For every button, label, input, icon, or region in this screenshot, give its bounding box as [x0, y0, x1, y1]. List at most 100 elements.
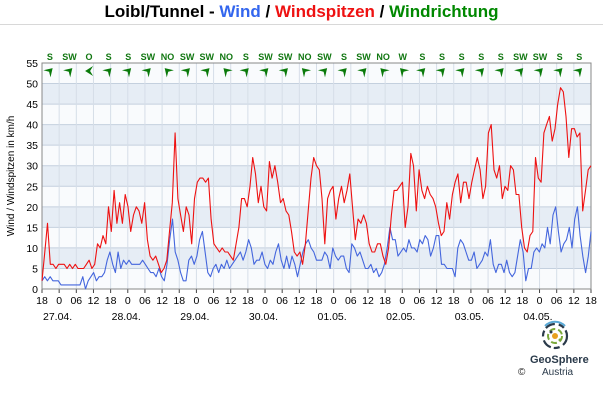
x-tick-label: 18 [311, 295, 323, 307]
wind-direction-label: SW [513, 52, 528, 62]
wind-direction-label: S [341, 52, 347, 62]
wind-direction-label: NO [298, 52, 312, 62]
x-tick-label: 12 [225, 295, 237, 307]
y-tick-label: 0 [32, 284, 38, 296]
x-tick-label: 18 [517, 295, 529, 307]
date-label: 28.04. [112, 311, 141, 323]
x-tick-label: 18 [242, 295, 254, 307]
wind-direction-arrow-icon [121, 68, 132, 78]
geosphere-brand: GeoSphere © Austria [518, 318, 603, 398]
wind-direction-arrow-icon [301, 68, 312, 78]
x-tick-label: 18 [36, 295, 48, 307]
x-tick-label: 18 [379, 295, 391, 307]
x-tick-label: 0 [399, 295, 405, 307]
y-tick-label: 5 [32, 263, 38, 275]
y-tick-label: 45 [26, 99, 38, 111]
x-tick-label: 0 [331, 295, 337, 307]
x-tick-label: 06 [70, 295, 82, 307]
wind-direction-arrow-icon [435, 68, 445, 78]
wind-direction-arrow-icon [200, 68, 210, 78]
date-label: 04.05. [523, 311, 552, 323]
wind-direction-label: S [439, 52, 445, 62]
date-label: 30.04. [249, 311, 278, 323]
wind-direction-arrow-icon [533, 68, 543, 78]
chart-header: Loibl/Tunnel - Wind / Windspitzen / Wind… [0, 0, 603, 25]
x-tick-label: 18 [585, 295, 597, 307]
x-tick-label: 12 [431, 295, 443, 307]
date-label: 01.05. [317, 311, 346, 323]
y-tick-label: 35 [26, 140, 38, 152]
date-label: 27.04. [43, 311, 72, 323]
wind-direction-label: SW [278, 52, 293, 62]
y-tick-label: 55 [26, 58, 38, 70]
wind-direction-label: SW [258, 52, 273, 62]
x-tick-label: 12 [88, 295, 100, 307]
wind-direction-label: SW [180, 52, 195, 62]
wind-direction-arrow-icon [63, 68, 73, 78]
x-tick-label: 06 [345, 295, 357, 307]
wind-direction-label: NO [161, 52, 175, 62]
wind-direction-arrow-icon [380, 68, 390, 78]
series-line-wind [41, 206, 592, 290]
wind-direction-arrow-icon [455, 68, 465, 78]
y-tick-label: 30 [26, 161, 38, 173]
x-tick-label: 12 [499, 295, 511, 307]
title-part-5: Windrichtung [389, 2, 499, 21]
x-tick-label: 12 [362, 295, 374, 307]
x-tick-label: 0 [262, 295, 268, 307]
wind-direction-label: SW [141, 52, 156, 62]
wind-direction-label: NO [376, 52, 390, 62]
wind-direction-arrow-icon [102, 68, 112, 78]
wind-direction-arrow-icon [317, 68, 328, 78]
wind-direction-label: S [576, 52, 582, 62]
wind-direction-arrow-icon [259, 68, 269, 78]
x-tick-label: 06 [139, 295, 151, 307]
wind-direction-arrow-icon [141, 68, 151, 78]
x-tick-label: 0 [537, 295, 543, 307]
wind-direction-label: S [47, 52, 53, 62]
wind-direction-label: SW [533, 52, 548, 62]
date-label: 02.05. [386, 311, 415, 323]
wind-direction-label: S [557, 52, 563, 62]
wind-direction-arrow-icon [553, 68, 563, 78]
x-tick-label: 0 [56, 295, 62, 307]
wind-direction-label: W [399, 52, 408, 62]
date-label: 29.04. [180, 311, 209, 323]
wind-direction-arrow-icon [399, 68, 410, 78]
title-part-0: Loibl/Tunnel - [104, 2, 220, 21]
chart-title: Loibl/Tunnel - Wind / Windspitzen / Wind… [0, 1, 603, 23]
wind-direction-arrow-icon [85, 66, 94, 76]
wind-direction-arrow-icon [223, 68, 233, 78]
wind-direction-label: S [243, 52, 249, 62]
wind-direction-arrow-icon [494, 68, 504, 78]
x-tick-label: 06 [482, 295, 494, 307]
plot-frame [41, 62, 592, 290]
wind-direction-arrow-icon [357, 68, 367, 78]
wind-direction-arrow-icon [572, 68, 583, 78]
x-tick-label: 12 [156, 295, 168, 307]
brand-name: GeoSphere [530, 354, 589, 366]
wind-direction-arrow-icon [514, 68, 524, 78]
x-tick-label: 06 [414, 295, 426, 307]
x-tick-label: 0 [193, 295, 199, 307]
title-part-1: Wind [219, 2, 261, 21]
y-tick-label: 50 [26, 79, 38, 91]
series-line-windspitzen [41, 87, 592, 281]
x-tick-label: 18 [448, 295, 460, 307]
y-axis-label: Wind / Windspitzen in km/h [6, 116, 17, 237]
wind-direction-label: S [419, 52, 425, 62]
wind-direction-label: S [459, 52, 465, 62]
copyright-mark: © [518, 367, 526, 378]
date-label: 03.05. [455, 311, 484, 323]
x-tick-label: 18 [105, 295, 117, 307]
wind-direction-arrow-icon [180, 68, 190, 78]
x-tick-label: 0 [468, 295, 474, 307]
wind-direction-arrow-icon [164, 68, 174, 78]
x-tick-label: 0 [125, 295, 131, 307]
title-part-4: / [374, 2, 390, 21]
wind-direction-label: SW [317, 52, 332, 62]
wind-direction-arrow-icon [416, 68, 426, 78]
wind-direction-label: S [125, 52, 131, 62]
x-tick-label: 06 [551, 295, 563, 307]
